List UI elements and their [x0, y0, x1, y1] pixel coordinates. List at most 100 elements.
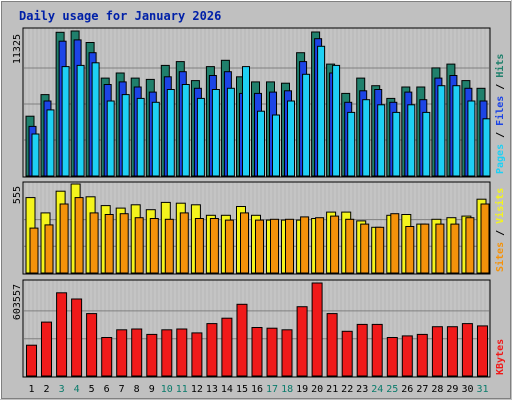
bar-sites-day-1 [29, 227, 39, 274]
bar-kbytes-day-27 [416, 333, 428, 377]
bar-sites-day-31 [480, 203, 490, 274]
bar-sites-day-25 [390, 213, 400, 274]
bar-kbytes-day-11 [176, 328, 188, 377]
day-label-24: 24 [371, 384, 383, 395]
bar-sites-day-24 [375, 226, 385, 274]
bar-sites-day-15 [240, 212, 249, 274]
bar-pages-day-7 [121, 94, 130, 177]
bar-pages-day-24 [377, 104, 386, 177]
day-label-17: 17 [266, 384, 278, 395]
bar-pages-day-6 [106, 100, 115, 177]
bar-pages-day-11 [181, 84, 190, 177]
bar-sites-day-2 [44, 224, 54, 274]
legend-kbytes: KBytes [495, 339, 506, 375]
bar-sites-day-21 [330, 215, 340, 274]
bar-kbytes-day-22 [341, 330, 353, 377]
bar-kbytes-day-10 [161, 329, 173, 377]
bar-pages-day-27 [422, 111, 431, 177]
bar-kbytes-day-9 [146, 333, 158, 377]
day-label-22: 22 [341, 384, 353, 395]
bar-kbytes-day-20 [311, 282, 323, 377]
bar-pages-day-22 [347, 111, 356, 177]
bar-kbytes-day-14 [221, 317, 233, 377]
bar-pages-day-31 [482, 118, 491, 177]
legend-files: Files [494, 96, 506, 126]
day-label-6: 6 [104, 384, 110, 395]
bar-sites-day-4 [74, 197, 84, 274]
bar-kbytes-day-1 [26, 344, 37, 377]
bar-kbytes-day-6 [101, 337, 113, 377]
bar-pages-day-1 [31, 133, 40, 177]
bar-pages-day-9 [151, 101, 160, 177]
day-label-30: 30 [461, 384, 473, 395]
bar-pages-day-19 [302, 73, 311, 177]
day-label-7: 7 [119, 384, 125, 395]
day-label-26: 26 [401, 384, 413, 395]
bar-kbytes-day-23 [356, 323, 368, 377]
day-label-20: 20 [311, 384, 323, 395]
bar-sites-day-12 [194, 218, 204, 274]
bar-sites-day-29 [450, 223, 460, 274]
bar-pages-day-5 [91, 62, 100, 177]
bar-sites-day-6 [104, 214, 114, 274]
bar-kbytes-day-31 [477, 325, 488, 377]
day-label-13: 13 [206, 384, 218, 395]
bar-pages-day-13 [211, 89, 220, 177]
svg-text:Sites / Visits: Sites / Visits [494, 188, 506, 272]
bar-pages-day-12 [196, 97, 205, 177]
day-label-3: 3 [59, 384, 65, 395]
legend-visits: Visits [494, 188, 506, 224]
day-label-31: 31 [476, 384, 488, 395]
bar-sites-day-22 [345, 218, 355, 274]
bar-kbytes-day-18 [281, 329, 293, 377]
day-labels: 1 2 3 4 5 6 7 8 9 10 11 12 13 14 15 16 17 18 19 20 21 22 23 24 2… [28, 384, 488, 395]
bar-pages-day-30 [467, 100, 476, 177]
bar-pages-day-18 [287, 100, 295, 177]
bar-pages-day-2 [46, 109, 55, 177]
bar-pages-day-17 [272, 114, 280, 177]
day-label-9: 9 [149, 384, 155, 395]
ymax-label-volume: 603557 [12, 284, 23, 320]
bar-kbytes-day-26 [401, 335, 413, 377]
day-label-8: 8 [134, 384, 140, 395]
bar-sites-day-23 [360, 223, 370, 274]
bar-sites-day-8 [134, 217, 144, 274]
bar-kbytes-day-12 [191, 332, 203, 377]
bar-pages-day-14 [226, 87, 235, 177]
bar-kbytes-day-3 [56, 292, 68, 377]
bar-kbytes-day-29 [446, 326, 458, 377]
bar-sites-day-3 [59, 203, 69, 274]
bar-sites-day-9 [149, 218, 159, 274]
bar-sites-day-17 [270, 218, 279, 274]
bar-kbytes-day-7 [116, 329, 128, 377]
bar-pages-day-4 [76, 64, 85, 177]
legend-traffic: Pages / Files / Hits [494, 54, 506, 174]
day-label-18: 18 [281, 384, 293, 395]
day-label-29: 29 [446, 384, 458, 395]
bar-sites-day-5 [89, 212, 99, 274]
bar-sites-day-20 [315, 217, 325, 274]
svg-text:Pages / Files / Hits: Pages / Files / Hits [494, 54, 506, 174]
bar-kbytes-day-8 [131, 328, 143, 377]
bar-pages-day-26 [407, 104, 416, 177]
bar-sites-day-11 [179, 212, 189, 274]
bar-kbytes-day-13 [206, 323, 218, 377]
bar-pages-day-25 [392, 111, 401, 177]
bar-sites-day-30 [465, 217, 475, 274]
bar-sites-day-18 [285, 218, 294, 274]
bar-kbytes-day-17 [266, 327, 278, 377]
bar-sites-day-28 [435, 223, 445, 274]
bar-pages-day-23 [362, 99, 371, 177]
day-label-1: 1 [28, 384, 34, 395]
bar-pages-day-21 [332, 64, 341, 177]
bar-pages-day-8 [136, 97, 145, 177]
bar-sites-day-16 [255, 219, 264, 274]
bar-pages-day-20 [317, 45, 326, 177]
day-label-21: 21 [326, 384, 338, 395]
day-label-12: 12 [191, 384, 203, 395]
legend-pages: Pages [495, 144, 506, 174]
ymax-label-visitors: 555 [12, 186, 23, 204]
legend-visitors: Sites / Visits [494, 188, 506, 272]
day-label-23: 23 [356, 384, 368, 395]
